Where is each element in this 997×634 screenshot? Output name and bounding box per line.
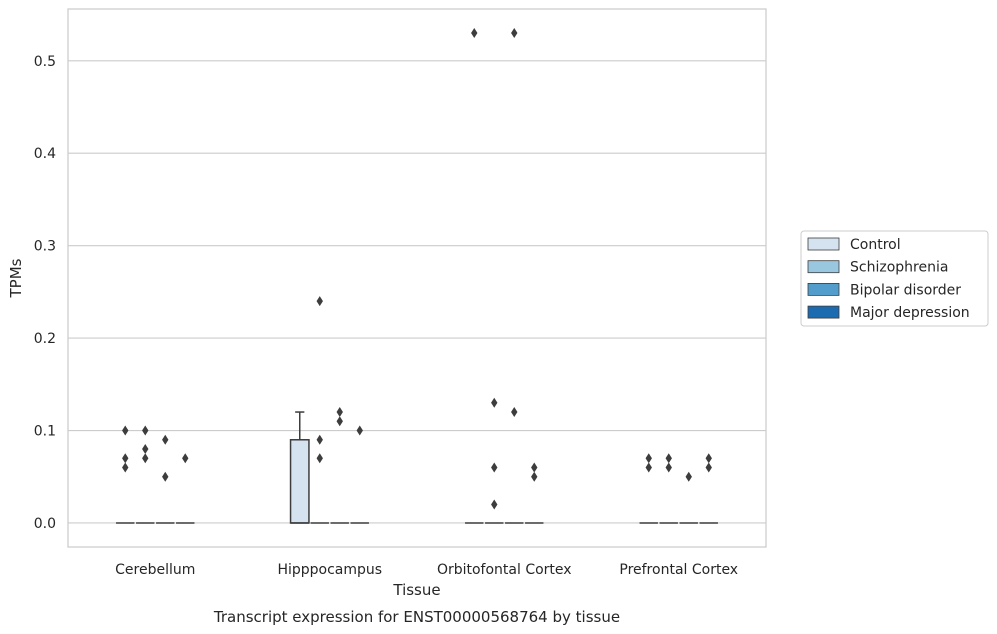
- outlier-point: [162, 471, 169, 482]
- legend: Control Schizophrenia Bipolar disorder Majo…: [800, 230, 989, 327]
- box-major-depression: [350, 425, 369, 524]
- outlier-point: [122, 453, 129, 464]
- legend-swatch: [807, 305, 840, 319]
- box-major-depression: [525, 462, 544, 524]
- x-tick-label: Prefrontal Cortex: [619, 562, 738, 578]
- legend-label: Major depression: [850, 305, 970, 321]
- legend-label: Schizophrenia: [850, 260, 948, 276]
- outlier-point: [665, 453, 672, 464]
- chart-caption: Transcript expression for ENST0000056876…: [213, 608, 620, 626]
- y-tick-label: 0.0: [34, 516, 56, 532]
- outlier-point: [705, 453, 712, 464]
- outlier-point: [645, 462, 652, 473]
- outlier-point: [511, 407, 518, 418]
- box-bipolar-disorder: [505, 28, 524, 524]
- outlier-point: [645, 453, 652, 464]
- legend-label: Bipolar disorder: [850, 282, 961, 298]
- legend-label: Control: [850, 237, 901, 253]
- outlier-point: [491, 499, 498, 510]
- outlier-point: [336, 407, 343, 418]
- outlier-point: [531, 462, 538, 473]
- x-tick-label: Cerebellum: [115, 562, 195, 578]
- box-control: [116, 425, 135, 524]
- box-bipolar-disorder: [330, 407, 349, 524]
- y-tick-label: 0.4: [34, 146, 56, 162]
- outlier-point: [336, 416, 343, 427]
- box-schizophrenia: [136, 425, 155, 524]
- x-axis-ticks: Cerebellum Hipppocampus Orbitofontal Corte…: [115, 562, 738, 578]
- outlier-point: [316, 453, 323, 464]
- y-axis-title: TPMs: [7, 258, 25, 298]
- outlier-point: [685, 471, 692, 482]
- outlier-point: [142, 425, 149, 436]
- outlier-point: [316, 434, 323, 445]
- outlier-point: [122, 425, 129, 436]
- box-schizophrenia: [485, 397, 504, 524]
- x-tick-label: Hipppocampus: [277, 562, 382, 578]
- box-major-depression: [699, 453, 718, 524]
- box-schizophrenia: [310, 296, 329, 524]
- legend-swatch: [807, 237, 840, 251]
- plot-area-frame: [67, 8, 767, 548]
- outlier-point: [471, 28, 478, 39]
- box-major-depression: [176, 453, 195, 524]
- box-bipolar-disorder: [156, 434, 175, 524]
- box-control: [465, 28, 484, 524]
- box-control: [289, 411, 310, 524]
- outlier-point: [511, 28, 518, 39]
- y-axis-ticks: 0.0 0.1 0.2 0.3 0.4 0.5: [34, 54, 56, 532]
- legend-swatch: [807, 282, 840, 296]
- x-axis-title: Tissue: [392, 581, 440, 599]
- box-body: [289, 439, 310, 524]
- outlier-point: [491, 462, 498, 473]
- outlier-point: [142, 444, 149, 455]
- legend-swatch: [807, 260, 840, 274]
- y-tick-label: 0.3: [34, 239, 56, 255]
- outlier-point: [182, 453, 189, 464]
- y-tick-label: 0.2: [34, 331, 56, 347]
- y-tick-label: 0.1: [34, 424, 56, 440]
- box-schizophrenia: [659, 453, 678, 524]
- x-tick-label: Orbitofontal Cortex: [437, 562, 572, 578]
- outlier-point: [122, 462, 129, 473]
- box-plot-marks: [116, 28, 718, 524]
- gridlines: [68, 60, 766, 524]
- outlier-point: [531, 471, 538, 482]
- outlier-point: [665, 462, 672, 473]
- outlier-point: [705, 462, 712, 473]
- outlier-point: [356, 425, 363, 436]
- box-control: [639, 453, 658, 524]
- legend-items: Control Schizophrenia Bipolar disorder Majo…: [807, 237, 970, 321]
- y-tick-label: 0.5: [34, 54, 56, 70]
- outlier-point: [316, 296, 323, 307]
- outlier-point: [162, 434, 169, 445]
- outlier-point: [142, 453, 149, 464]
- box-bipolar-disorder: [679, 471, 698, 524]
- outlier-point: [491, 397, 498, 408]
- legend-frame: [800, 230, 989, 327]
